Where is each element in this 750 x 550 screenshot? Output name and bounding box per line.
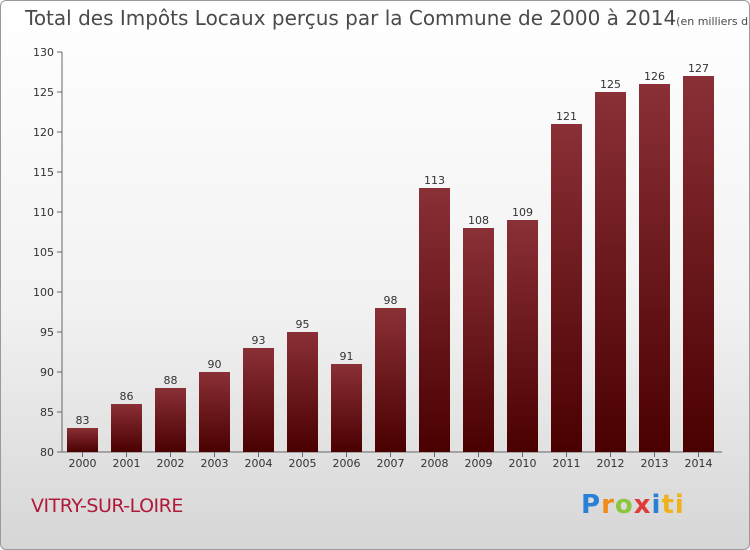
x-tick-label-2007: 2007 (377, 457, 405, 470)
value-label-2004: 93 (252, 334, 266, 347)
bar-2009 (463, 228, 494, 452)
y-tick-label: 90 (40, 366, 54, 379)
value-label-2011: 121 (556, 110, 577, 123)
y-tick-label: 85 (40, 406, 54, 419)
x-tick-label-2000: 2000 (69, 457, 97, 470)
x-tick-label-2010: 2010 (509, 457, 537, 470)
value-label-2005: 95 (296, 318, 310, 331)
bar-2003 (199, 372, 230, 452)
y-tick-label: 115 (33, 166, 54, 179)
logo-letter: ti (661, 490, 685, 520)
bar-2000 (67, 428, 98, 452)
y-tick-label: 120 (33, 126, 54, 139)
bar-2005 (287, 332, 318, 452)
logo-letter: x (633, 490, 652, 520)
bar-2010 (507, 220, 538, 452)
value-label-2002: 88 (164, 374, 178, 387)
x-tick-label-2004: 2004 (245, 457, 273, 470)
chart-title-unit: (en milliers d'€) (676, 15, 749, 28)
value-label-2012: 125 (600, 78, 621, 91)
y-tick-label: 100 (33, 286, 54, 299)
value-label-2007: 98 (384, 294, 398, 307)
bar-2006 (331, 364, 362, 452)
value-label-2014: 127 (688, 62, 709, 75)
y-tick-label: 80 (40, 446, 54, 459)
value-label-2008: 113 (424, 174, 445, 187)
value-label-2010: 109 (512, 206, 533, 219)
x-tick-label-2013: 2013 (641, 457, 669, 470)
bar-2004 (243, 348, 274, 452)
y-tick-label: 95 (40, 326, 54, 339)
chart-title-main: Total des Impôts Locaux perçus par la Co… (24, 6, 676, 30)
bar-2008 (419, 188, 450, 452)
bar-2013 (639, 84, 670, 452)
y-tick-label: 130 (33, 46, 54, 59)
logo-letter: i (651, 490, 662, 520)
commune-name: VITRY-SUR-LOIRE (31, 495, 183, 517)
bar-2007 (375, 308, 406, 452)
proxiti-logo: Proxiti (581, 490, 685, 520)
logo-letter: P (581, 490, 602, 520)
x-tick-label-2012: 2012 (597, 457, 625, 470)
value-label-2003: 90 (208, 358, 222, 371)
bars: 83 86 88 90 93 95 91 98 113 108 109 121 125 126 127 (67, 62, 714, 452)
y-tick-label: 105 (33, 246, 54, 259)
x-tick-label-2006: 2006 (333, 457, 361, 470)
logo-letter: o (614, 490, 634, 520)
bar-2012 (595, 92, 626, 452)
value-label-2013: 126 (644, 70, 665, 83)
value-label-2001: 86 (120, 390, 134, 403)
x-tick-label-2011: 2011 (553, 457, 581, 470)
x-tick-label-2009: 2009 (465, 457, 493, 470)
bar-2014 (683, 76, 714, 452)
x-tick-label-2001: 2001 (113, 457, 141, 470)
bar-2001 (111, 404, 142, 452)
x-tick-label-2008: 2008 (421, 457, 449, 470)
x-tick-label-2014: 2014 (685, 457, 713, 470)
bar-2011 (551, 124, 582, 452)
y-tick-label: 110 (33, 206, 54, 219)
logo-letter: r (601, 490, 615, 520)
value-label-2006: 91 (340, 350, 354, 363)
axes: 80 85 90 95 100 105 110 115 120 125 130 2000 2001 200… (33, 46, 722, 470)
x-tick-label-2003: 2003 (201, 457, 229, 470)
x-tick-label-2005: 2005 (289, 457, 317, 470)
x-tick-label-2002: 2002 (157, 457, 185, 470)
y-tick-label: 125 (33, 86, 54, 99)
value-label-2009: 108 (468, 214, 489, 227)
chart-title: Total des Impôts Locaux perçus par la Co… (24, 6, 749, 30)
value-label-2000: 83 (76, 414, 90, 427)
bar-2002 (155, 388, 186, 452)
